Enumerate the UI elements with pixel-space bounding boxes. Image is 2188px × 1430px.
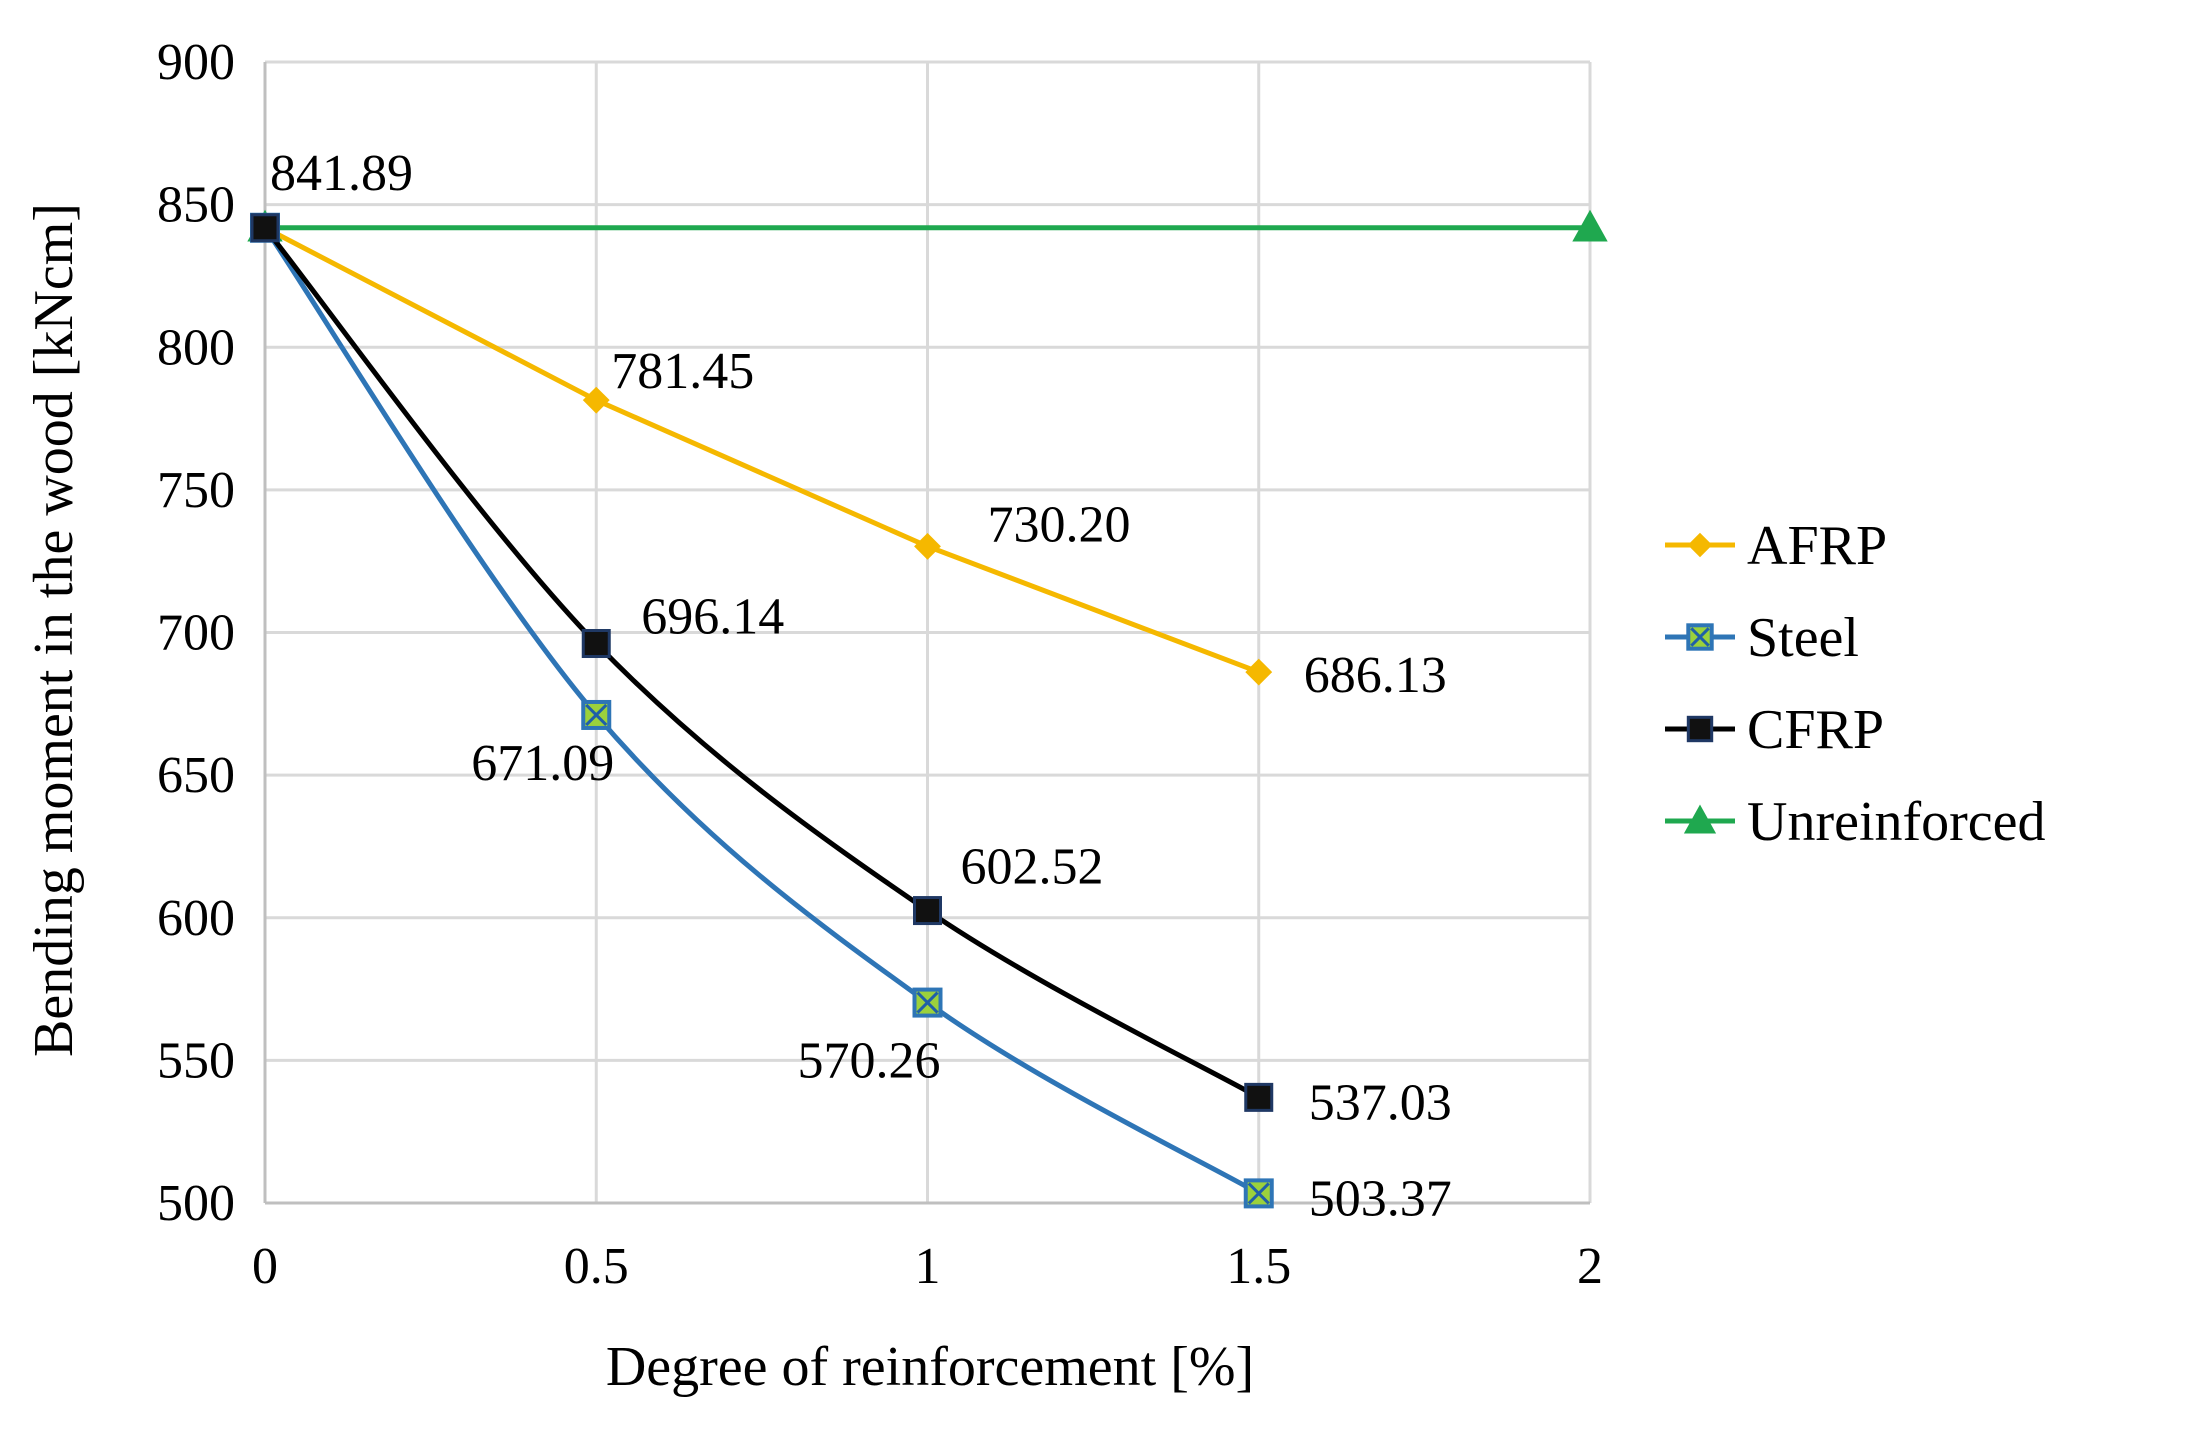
x-tick-label: 0: [252, 1238, 278, 1295]
label-layer: 781.45 730.20 686.13 671.09 570.26 503.37 841.…: [270, 145, 1452, 1228]
data-label-cfrp: 537.03: [1309, 1074, 1452, 1131]
x-tick-label: 1.5: [1226, 1238, 1291, 1295]
legend-marker-cfrp: [1686, 715, 1714, 743]
legend: AFRP Steel CFRP Unreinforced: [1665, 515, 2046, 853]
y-axis-title: Bending moment in the wood [kNcm]: [23, 203, 85, 1057]
axis-layer: 500 550 600 650 700 750 800 850 900 0 0.5 1 1.5 2: [157, 34, 1603, 1295]
series-layer: [247, 209, 1608, 1209]
y-tick-label: 700: [157, 605, 235, 662]
data-point-steel: [1243, 1178, 1274, 1209]
legend-label-afrp: AFRP: [1747, 515, 1887, 577]
y-tick-label: 550: [157, 1032, 235, 1089]
y-tick-label: 800: [157, 319, 235, 376]
data-label-cfrp: 696.14: [641, 589, 784, 646]
data-point-cfrp: [1244, 1082, 1274, 1112]
x-axis-title: Degree of reinforcement [%]: [606, 1336, 1254, 1398]
y-tick-label: 900: [157, 34, 235, 91]
data-point-steel: [581, 699, 612, 730]
data-label-afrp: 730.20: [988, 496, 1131, 553]
y-tick-label: 850: [157, 177, 235, 234]
legend-marker-afrp: [1687, 532, 1713, 558]
legend-item-unreinforced: Unreinforced: [1665, 791, 2046, 853]
legend-marker-unreinforced: [1683, 804, 1717, 834]
x-tick-label: 0.5: [564, 1238, 629, 1295]
data-label-afrp: 781.45: [611, 343, 754, 400]
legend-label-unreinforced: Unreinforced: [1747, 791, 2046, 853]
legend-label-cfrp: CFRP: [1747, 699, 1884, 761]
data-label-steel: 671.09: [471, 735, 614, 792]
legend-label-steel: Steel: [1747, 607, 1859, 669]
legend-item-steel: Steel: [1665, 607, 1859, 669]
data-point-cfrp: [250, 213, 280, 243]
legend-item-afrp: AFRP: [1665, 515, 1887, 577]
legend-marker-steel-cross: [1690, 627, 1710, 647]
x-tick-label: 1: [915, 1238, 941, 1295]
data-point-steel-cross: [1247, 1182, 1270, 1205]
data-label-afrp: 686.13: [1304, 647, 1447, 704]
data-label-steel: 503.37: [1309, 1170, 1452, 1227]
grid-layer: [263, 60, 1592, 1205]
series-line-steel: [262, 226, 1260, 1196]
series-line-afrp: [263, 225, 1260, 675]
data-point-unreinforced: [1572, 209, 1608, 242]
series-line-cfrp: [263, 226, 1260, 1100]
data-label-cfrp: 602.52: [961, 839, 1104, 896]
data-point-steel-cross: [916, 991, 939, 1014]
data-point-afrp: [582, 386, 610, 414]
x-tick-label: 2: [1577, 1238, 1603, 1295]
data-point-afrp: [1245, 658, 1273, 686]
data-label-steel: 570.26: [798, 1033, 941, 1090]
legend-marker-steel: [1686, 623, 1714, 651]
y-tick-label: 500: [157, 1175, 235, 1232]
data-point-steel-cross: [585, 703, 608, 727]
data-point-cfrp: [913, 896, 942, 926]
data-point-cfrp: [581, 629, 611, 659]
data-point-afrp: [914, 532, 941, 560]
y-tick-label: 650: [157, 747, 235, 804]
data-label-cfrp: 841.89: [270, 145, 413, 202]
y-tick-label: 750: [157, 462, 235, 519]
legend-item-cfrp: CFRP: [1665, 699, 1884, 761]
y-tick-label: 600: [157, 890, 235, 947]
data-point-steel: [912, 987, 943, 1018]
